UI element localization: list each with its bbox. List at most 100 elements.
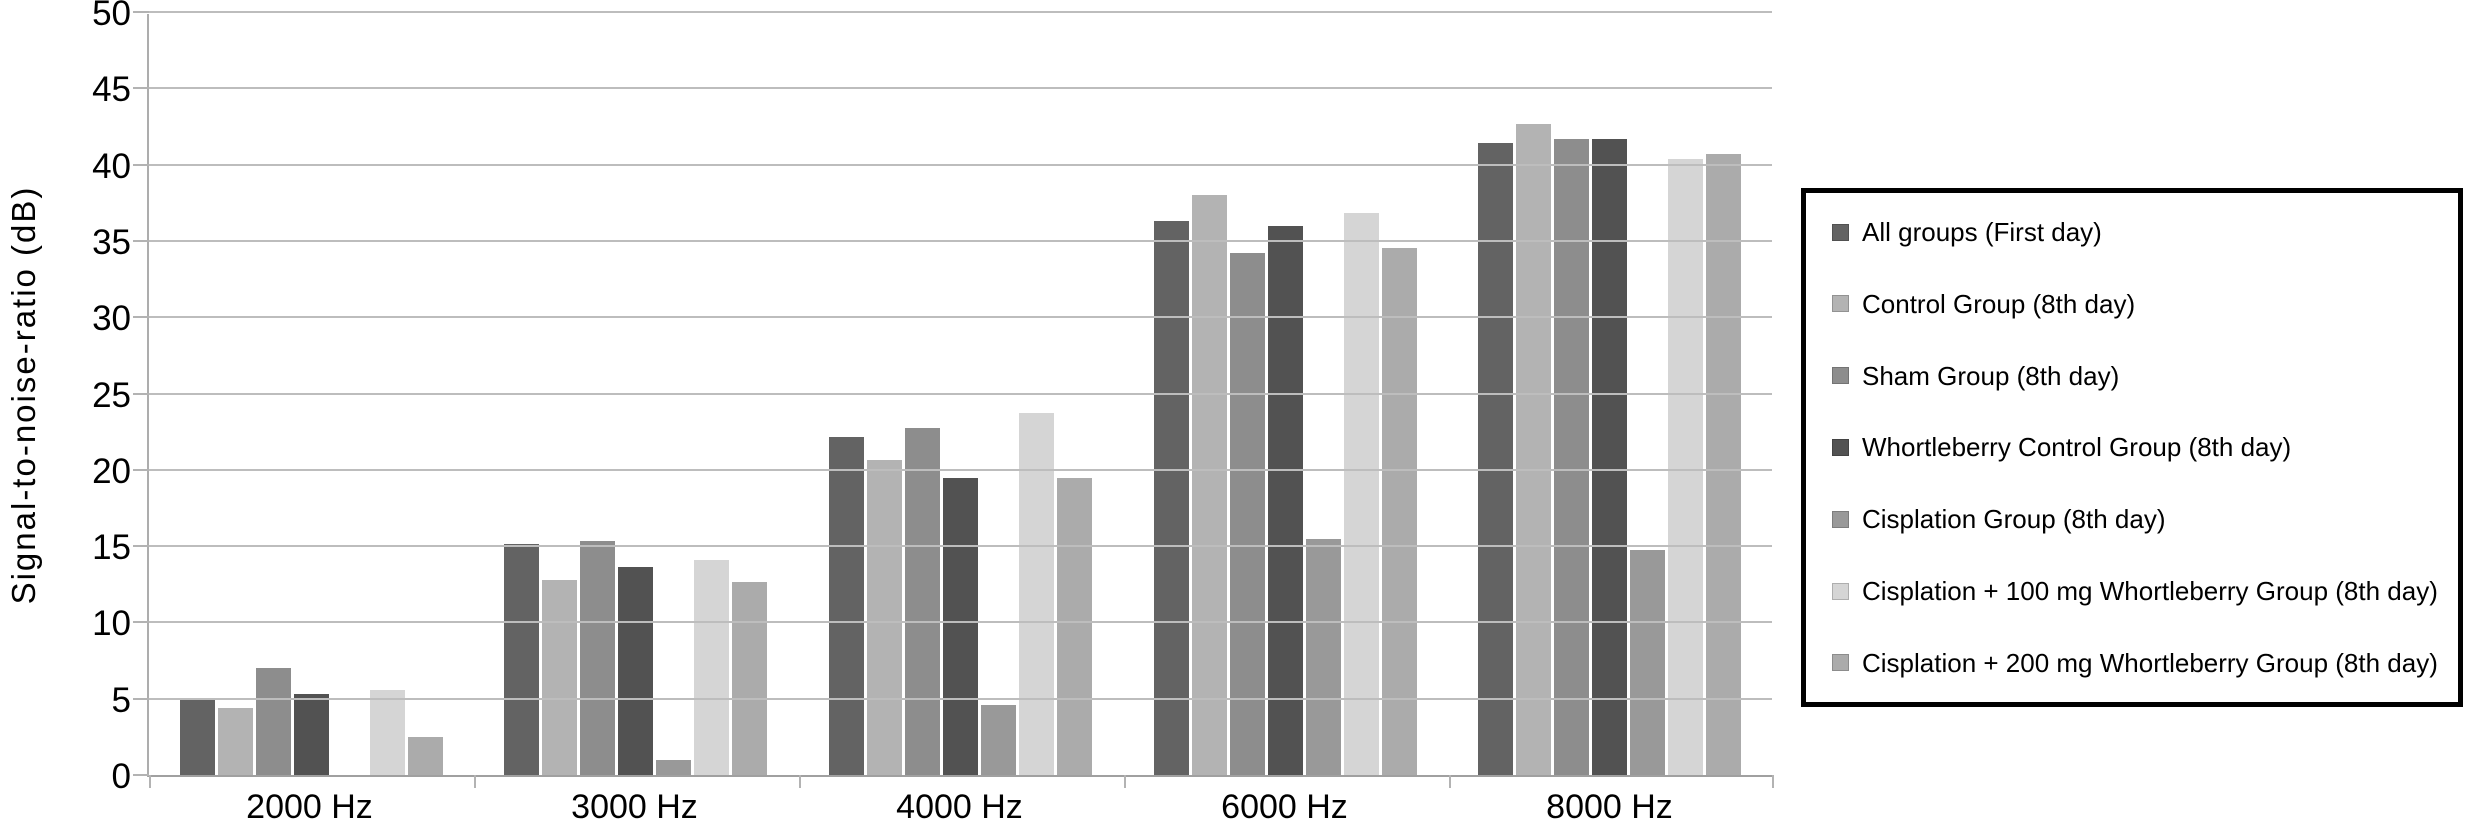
bar-series-1-6000-hz xyxy=(1153,221,1189,775)
legend-item-3: Sham Group (8th day) xyxy=(1832,361,2450,391)
x-label-2000-hz: 2000 Hz xyxy=(246,788,373,826)
legend-swatch-icon xyxy=(1832,510,1849,528)
gridline-y-30 xyxy=(149,316,1772,319)
bar-series-7-3000-hz xyxy=(732,581,768,775)
y-tick-label-50: 50 xyxy=(92,0,131,33)
bar-group-6000-hz xyxy=(1123,14,1448,775)
y-tick-label-40: 40 xyxy=(92,146,131,186)
y-tick-mark-10 xyxy=(133,621,149,624)
bar-group-8000-hz xyxy=(1447,14,1772,775)
bar-series-6-8000-hz xyxy=(1668,158,1704,775)
y-tick-label-20: 20 xyxy=(92,451,131,491)
legend-item-2: Control Group (8th day) xyxy=(1832,289,2450,319)
bar-group-2000-hz xyxy=(149,14,474,775)
bar-group-3000-hz xyxy=(474,14,799,775)
y-tick-label-10: 10 xyxy=(92,604,131,644)
bar-series-6-4000-hz xyxy=(1018,412,1054,775)
bar-series-2-4000-hz xyxy=(866,459,902,775)
bar-series-2-2000-hz xyxy=(217,708,253,775)
bar-groups xyxy=(149,14,1772,775)
legend-item-4: Whortleberry Control Group (8th day) xyxy=(1832,432,2450,462)
legend-swatch-icon xyxy=(1832,223,1849,241)
x-label-8000-hz: 8000 Hz xyxy=(1546,788,1673,826)
gridline-y-50 xyxy=(149,11,1772,13)
bar-series-6-3000-hz xyxy=(694,560,730,775)
y-tick-mark-35 xyxy=(133,239,149,242)
bar-series-4-8000-hz xyxy=(1592,138,1628,775)
y-tick-label-35: 35 xyxy=(92,222,131,262)
bar-series-7-6000-hz xyxy=(1381,248,1417,775)
gridline-y-35 xyxy=(149,239,1772,242)
x-tick-mark-2 xyxy=(799,775,801,788)
bar-series-3-6000-hz xyxy=(1229,252,1265,775)
legend-item-7: Cisplation + 200 mg Whortleberry Group (… xyxy=(1832,648,2450,678)
legend-label: Cisplation + 100 mg Whortleberry Group (… xyxy=(1862,576,2438,607)
bar-series-5-3000-hz xyxy=(656,759,692,775)
legend-label: All groups (First day) xyxy=(1862,217,2102,247)
y-tick-mark-0 xyxy=(133,774,149,776)
bar-series-3-4000-hz xyxy=(904,427,940,775)
bar-series-5-8000-hz xyxy=(1630,549,1666,775)
bar-series-1-8000-hz xyxy=(1478,143,1514,775)
bar-series-6-2000-hz xyxy=(369,689,405,775)
bar-series-2-3000-hz xyxy=(542,580,578,775)
bar-series-1-3000-hz xyxy=(504,543,540,775)
legend-label: Cisplation Group (8th day) xyxy=(1862,504,2166,535)
legend-label: Sham Group (8th day) xyxy=(1862,360,2120,391)
legend: All groups (First day) Control Group (8th… xyxy=(1801,188,2463,707)
bar-series-5-6000-hz xyxy=(1305,539,1341,775)
legend-item-1: All groups (First day) xyxy=(1832,217,2450,247)
legend-item-5: Cisplation Group (8th day) xyxy=(1832,504,2450,534)
x-label-3000-hz: 3000 Hz xyxy=(571,788,698,826)
y-tick-mark-50 xyxy=(133,11,149,13)
bar-series-4-6000-hz xyxy=(1267,225,1303,775)
gridline-y-40 xyxy=(149,163,1772,166)
x-label-4000-hz: 4000 Hz xyxy=(896,788,1023,826)
legend-swatch-icon xyxy=(1832,654,1849,672)
bar-series-3-8000-hz xyxy=(1554,138,1590,775)
bar-series-1-2000-hz xyxy=(179,700,215,775)
bar-series-3-3000-hz xyxy=(580,540,616,775)
bar-series-2-6000-hz xyxy=(1191,195,1227,775)
y-tick-label-25: 25 xyxy=(92,375,131,415)
x-label-6000-hz: 6000 Hz xyxy=(1221,788,1348,826)
bar-series-7-2000-hz xyxy=(407,736,443,775)
x-tick-mark-0 xyxy=(149,775,151,788)
gridline-y-25 xyxy=(149,392,1772,395)
y-tick-mark-5 xyxy=(133,697,149,700)
gridline-y-45 xyxy=(149,87,1772,90)
legend-swatch-icon xyxy=(1832,295,1849,313)
y-tick-mark-15 xyxy=(133,545,149,548)
legend-swatch-icon xyxy=(1832,582,1849,600)
x-axis-labels: 2000 Hz 3000 Hz 4000 Hz 6000 Hz 8000 Hz xyxy=(147,788,1772,826)
x-tick-mark-3 xyxy=(1124,775,1126,788)
legend-swatch-icon xyxy=(1832,438,1849,456)
gridline-y-20 xyxy=(149,468,1772,471)
x-tick-mark-5 xyxy=(1772,775,1774,788)
gridline-y-15 xyxy=(149,545,1772,548)
bar-series-4-3000-hz xyxy=(618,566,654,775)
y-tick-label-30: 30 xyxy=(92,299,131,339)
plot-area xyxy=(133,11,1774,788)
x-tick-mark-1 xyxy=(474,775,476,788)
legend-label: Cisplation + 200 mg Whortleberry Group (… xyxy=(1862,647,2438,678)
legend-label: Control Group (8th day) xyxy=(1862,288,2136,319)
bar-series-7-4000-hz xyxy=(1056,478,1092,775)
y-tick-mark-40 xyxy=(133,163,149,166)
legend-swatch-icon xyxy=(1832,367,1849,385)
y-tick-mark-45 xyxy=(133,87,149,90)
bar-series-6-6000-hz xyxy=(1343,213,1379,775)
y-tick-mark-25 xyxy=(133,392,149,395)
y-tick-label-5: 5 xyxy=(111,680,131,720)
y-tick-label-45: 45 xyxy=(92,70,131,110)
bar-series-4-4000-hz xyxy=(942,478,978,775)
bar-series-2-8000-hz xyxy=(1516,123,1552,775)
y-tick-mark-20 xyxy=(133,468,149,471)
bar-series-7-8000-hz xyxy=(1706,154,1742,775)
bar-series-3-2000-hz xyxy=(255,668,291,775)
y-tick-label-15: 15 xyxy=(92,528,131,568)
legend-label: Whortleberry Control Group (8th day) xyxy=(1862,432,2292,463)
bar-series-1-4000-hz xyxy=(828,437,864,775)
bar-series-5-4000-hz xyxy=(980,705,1016,775)
bar-group-4000-hz xyxy=(798,14,1123,775)
